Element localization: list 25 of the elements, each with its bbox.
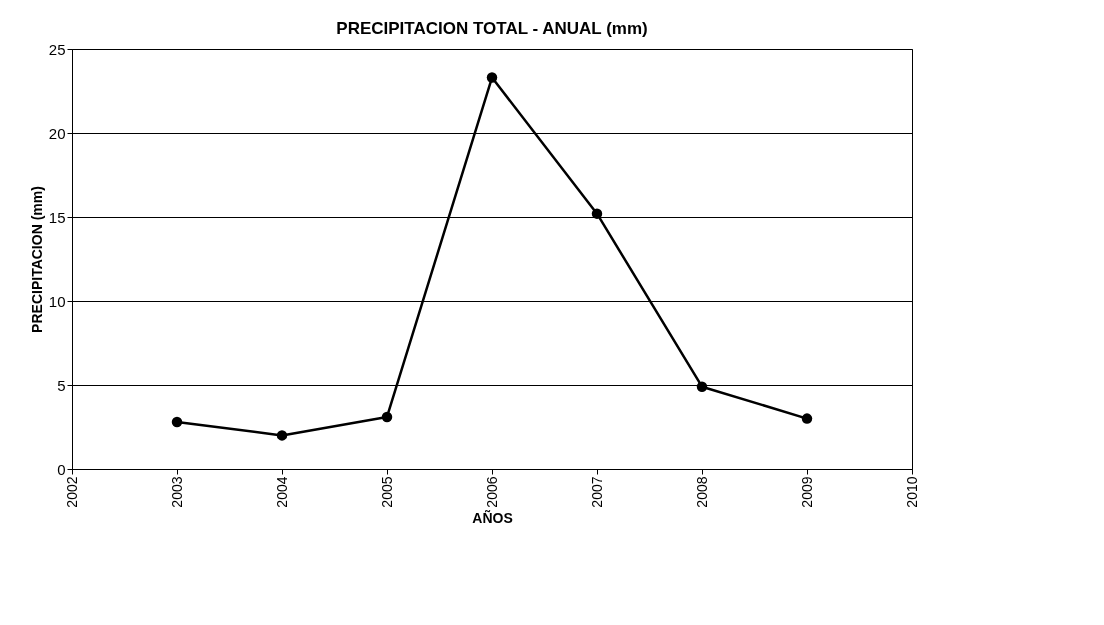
x-tick-label: 2007 [588, 476, 605, 508]
y-tick-label: 10 [48, 292, 66, 310]
x-tick-label: 2005 [378, 476, 395, 508]
point [381, 411, 393, 423]
x-axis-title: AÑOS [472, 508, 513, 526]
y-tick-label: 20 [48, 124, 66, 142]
x-tick-label: 2009 [798, 476, 815, 508]
y-axis-title: PRECIPITACION (mm) [28, 186, 45, 333]
x-tick-label: 2008 [693, 476, 710, 508]
x-tick-label: 2010 [903, 476, 920, 508]
y-tick-label: 25 [48, 40, 66, 58]
point [591, 208, 603, 219]
point [801, 413, 813, 424]
x-tick-label: 2003 [168, 476, 185, 508]
point [171, 416, 183, 428]
x-tick-label: 2002 [63, 476, 80, 508]
y-tick-label: 15 [48, 208, 66, 226]
point [696, 381, 708, 392]
y-tick-label: 5 [57, 376, 66, 394]
point [276, 430, 288, 441]
x-tick-label: 2004 [273, 476, 290, 508]
point [486, 72, 498, 83]
chart-title: PRECIPITACION TOTAL - ANUAL (mm) [336, 19, 648, 38]
y-tick-label: 0 [57, 460, 66, 478]
x-tick-label: 2006 [483, 476, 500, 508]
